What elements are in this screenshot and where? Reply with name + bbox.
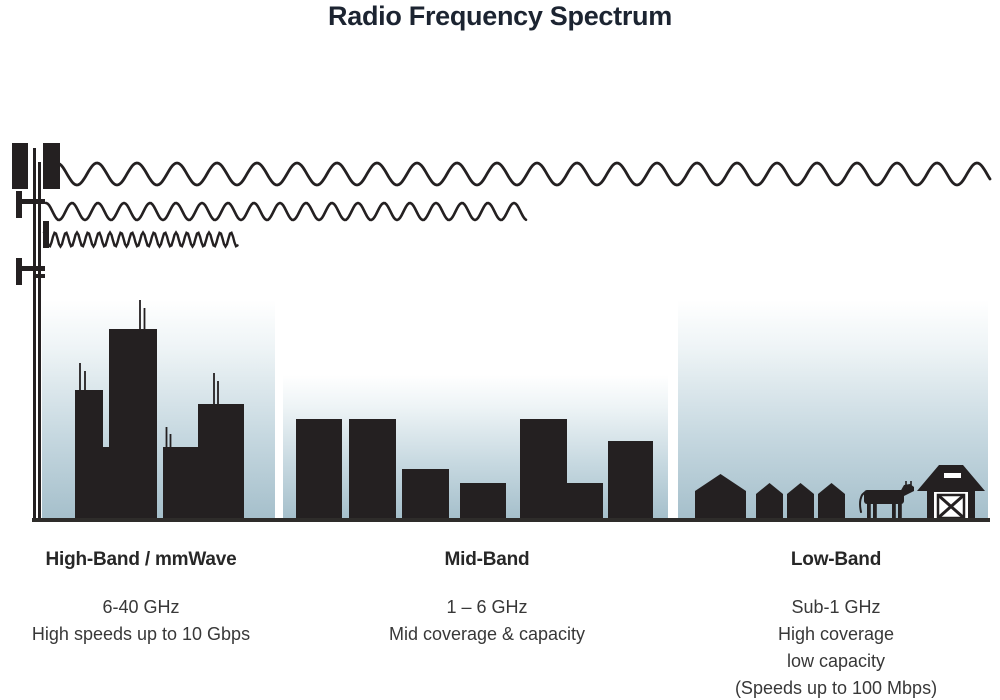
tower-part (43, 221, 49, 248)
skyscraper (198, 404, 244, 520)
tower-part (16, 191, 22, 218)
band-label-mid: Mid-Band 1 – 6 GHz Mid coverage & capacit… (389, 549, 585, 648)
midrise-building (402, 469, 449, 520)
barn-icon (917, 465, 985, 520)
band-subtext-high: 6-40 GHz High speeds up to 10 Gbps (32, 594, 250, 648)
house-icon (787, 483, 814, 520)
band-subtext-line: 6-40 GHz (102, 597, 180, 617)
band-subtext-mid: 1 – 6 GHz Mid coverage & capacity (389, 594, 585, 648)
cow-head (900, 484, 914, 497)
band-subtext-line: Mid coverage & capacity (388, 624, 586, 644)
band-subtext-line: High coverage (777, 624, 895, 644)
house-icon (818, 483, 845, 520)
midrise-building (567, 483, 603, 520)
radio-wave-medium-frequency-icon (44, 201, 528, 222)
midrise-building (520, 419, 567, 520)
skyscraper (109, 329, 157, 520)
barn-vent (944, 473, 961, 478)
midrise-building (608, 441, 653, 520)
suburban-houses-icon (695, 474, 845, 520)
cow-leg (873, 502, 877, 519)
tower-part (17, 266, 45, 271)
tower-part (38, 162, 41, 519)
skyscraper (163, 447, 198, 520)
cow-leg (898, 502, 902, 519)
band-subtext-line: (Speeds up to 100 Mbps) (734, 678, 938, 698)
band-subtext-line: low capacity (786, 651, 886, 671)
tower-part (33, 274, 45, 278)
ground-line (32, 518, 990, 522)
tower-part (17, 199, 45, 204)
midrise-building (296, 419, 342, 520)
house-icon (756, 483, 783, 520)
tower-part (43, 143, 60, 189)
midrise-buildings-icon (296, 419, 653, 520)
diagram-title: Radio Frequency Spectrum (328, 1, 672, 31)
band-subtext-line: Sub-1 GHz (791, 597, 881, 617)
tower-part (16, 258, 22, 285)
cell-tower-icon (12, 143, 60, 519)
city-skyline-icon (75, 300, 244, 520)
radio-wave-long-low-frequency-icon (55, 161, 992, 187)
band-label-high: High-Band / mmWave 6-40 GHz High speeds u… (32, 549, 250, 648)
cow-leg (867, 502, 871, 519)
midrise-building (349, 419, 396, 520)
cow-leg (892, 502, 896, 519)
band-label-low: Low-Band Sub-1 GHz High coverage low capac… (735, 549, 937, 700)
house-icon (695, 474, 746, 520)
radio-wave-short-high-frequency-icon (42, 230, 239, 249)
midrise-building (460, 483, 506, 520)
skyscraper (75, 390, 103, 520)
tower-part (33, 148, 36, 519)
band-subtext-line: 1 – 6 GHz (446, 597, 528, 617)
band-heading-high: High-Band / mmWave (45, 549, 237, 570)
band-heading-low: Low-Band (790, 549, 882, 570)
band-subtext-line: High speeds up to 10 Gbps (31, 624, 251, 644)
cow-icon (859, 481, 914, 519)
radio-waves (42, 161, 992, 249)
tower-part (12, 143, 28, 189)
barn-door-cross (937, 493, 965, 520)
band-heading-mid: Mid-Band (444, 549, 530, 570)
band-subtext-low: Sub-1 GHz High coverage low capacity (Speed… (735, 594, 937, 700)
cow-body (864, 490, 904, 504)
